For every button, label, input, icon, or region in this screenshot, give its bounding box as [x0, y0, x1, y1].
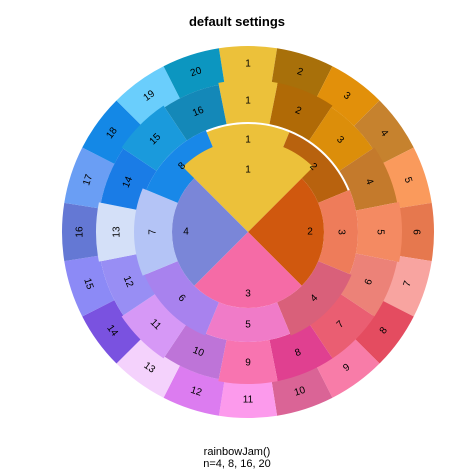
ring20-segment-20: [163, 48, 225, 99]
ring20-segment-13: [116, 338, 180, 398]
ring8-label-3: 3: [336, 229, 347, 235]
ring20-segment-14: [82, 300, 142, 364]
ring20-label-15: 15: [81, 277, 95, 291]
ring16-segment-6: [339, 253, 398, 317]
ring16-label-8: 8: [293, 347, 303, 359]
ring20-label-12: 12: [189, 385, 203, 399]
ring8-label-5: 5: [245, 320, 251, 331]
ring16-label-16: 16: [191, 105, 206, 120]
ring16-segment-11: [121, 293, 187, 359]
ring16-segment-9: [218, 339, 278, 384]
ring20-label-20: 20: [189, 65, 203, 79]
caption-function: rainbowJam(): [203, 446, 271, 458]
ring16-label-12: 12: [121, 275, 136, 290]
ring20-segment-16: [62, 202, 100, 262]
ring20-segment-8: [354, 300, 414, 364]
ring20-segment-11: [218, 380, 278, 418]
ring16-segment-5: [355, 201, 402, 263]
ring20-label-8: 8: [378, 325, 390, 336]
ring16-label-14: 14: [121, 175, 136, 190]
ring20-label-9: 9: [341, 362, 352, 374]
ring16-label-10: 10: [191, 345, 206, 360]
ring4-label-2: 2: [307, 227, 313, 238]
ring20-label-3: 3: [341, 90, 352, 102]
ring16-label-13: 13: [112, 226, 123, 238]
ring20-label-5: 5: [402, 176, 414, 185]
ring16-segment-16: [164, 84, 227, 141]
ring16-label-1: 1: [245, 96, 251, 107]
ring20-segment-9: [316, 338, 380, 398]
ring16-label-6: 6: [363, 277, 375, 287]
ring16-segment-7: [309, 293, 375, 359]
ring8-label-7: 7: [148, 229, 159, 235]
ring20-label-11: 11: [243, 395, 254, 406]
ring20-label-7: 7: [402, 279, 414, 288]
ring8-segment-7: [134, 188, 178, 276]
ring8-segment-8: [146, 130, 219, 203]
ring20-segment-15: [64, 255, 115, 317]
ring16-segment-10: [164, 323, 227, 380]
ring20-label-16: 16: [75, 226, 86, 238]
ring16-segment-1: [218, 80, 278, 125]
ring4-segment-3: [194, 232, 302, 308]
ring16-segment-2: [269, 82, 333, 141]
ring20-label-2: 2: [296, 66, 305, 78]
ring16-segment-3: [309, 107, 373, 171]
ring4-label-3: 3: [245, 289, 251, 300]
ring8-label-1: 1: [245, 135, 251, 146]
ring20-segment-17: [64, 147, 115, 209]
ring16-segment-4: [339, 147, 398, 211]
ring20-segment-4: [354, 100, 414, 164]
ring16-label-5: 5: [375, 229, 386, 235]
ring16-label-2: 2: [293, 105, 303, 117]
ring20-label-10: 10: [293, 385, 307, 399]
ring8-segment-5: [205, 302, 291, 342]
ring20-segment-18: [82, 100, 142, 164]
ring20-segment-3: [316, 66, 380, 126]
ring4-segment-2: [248, 178, 324, 286]
ring20-segment-19: [116, 66, 180, 126]
ring16-segment-13: [96, 202, 141, 262]
ring16-segment-15: [121, 105, 187, 171]
ring4-label-1: 1: [245, 165, 251, 176]
ring4-segment-4: [172, 178, 248, 286]
ring20-segment-6: [396, 202, 434, 262]
ring8-segment-3: [318, 189, 358, 275]
ring16-segment-8: [269, 323, 333, 382]
ring20-label-17: 17: [81, 173, 95, 187]
ring20-label-1: 1: [245, 59, 251, 70]
ring20-label-6: 6: [411, 229, 422, 235]
ring20-segment-12: [163, 365, 225, 416]
ring4-segment-1: [182, 140, 314, 232]
ring16-label-4: 4: [363, 177, 375, 187]
ring8-segment-4: [277, 261, 352, 336]
caption-counts: n=4, 8, 16, 20: [203, 458, 271, 470]
ring8-segment-6: [144, 261, 219, 336]
ring20-segment-1: [218, 46, 278, 84]
chart-title: default settings: [188, 14, 286, 29]
ring16-label-9: 9: [245, 358, 251, 369]
ring4-label-4: 4: [183, 227, 189, 238]
ring20-label-4: 4: [378, 128, 390, 139]
